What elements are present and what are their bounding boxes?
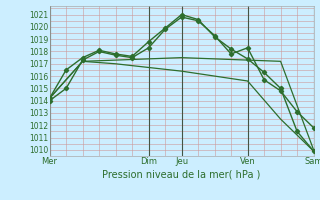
X-axis label: Pression niveau de la mer( hPa ): Pression niveau de la mer( hPa ) [102,169,261,179]
